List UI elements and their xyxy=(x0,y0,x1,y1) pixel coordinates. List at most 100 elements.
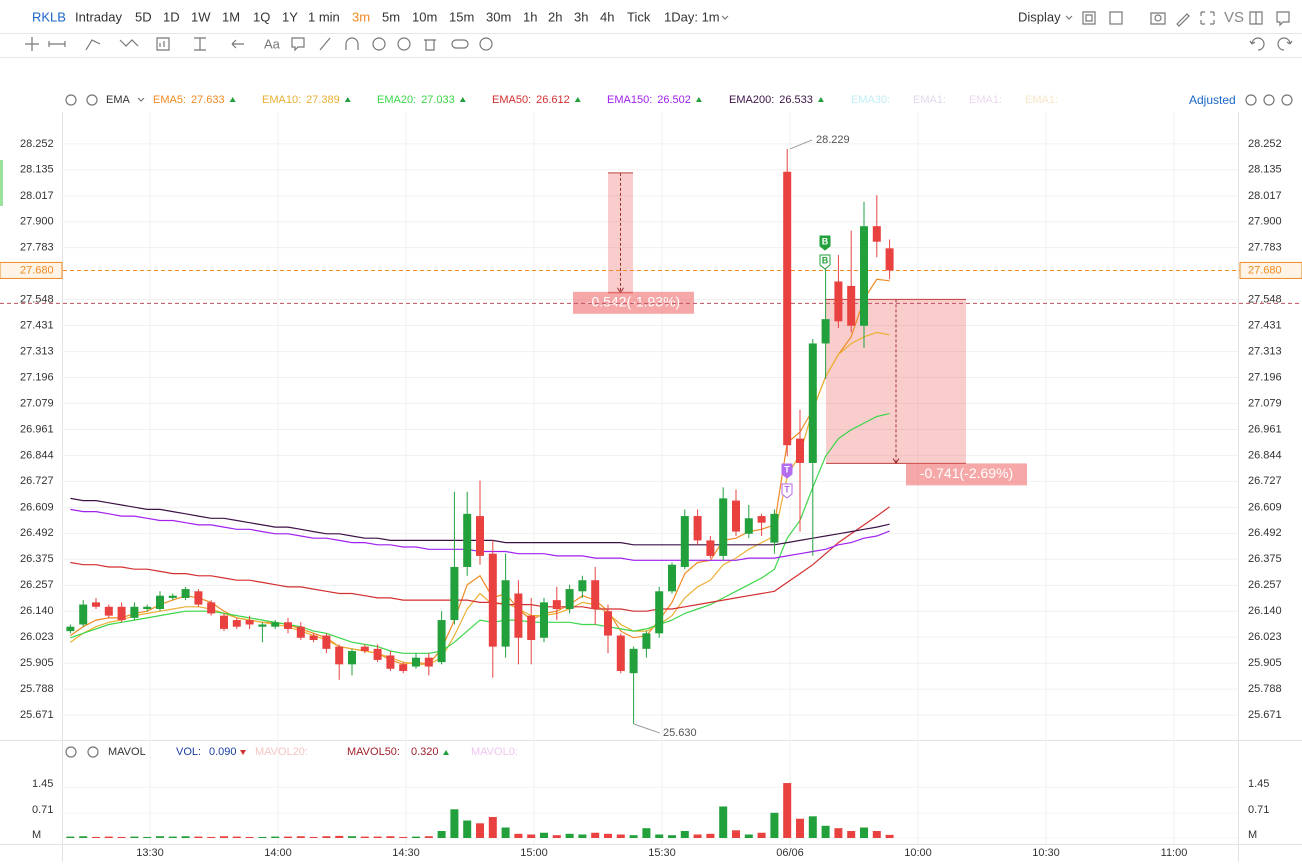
volume-bar xyxy=(220,836,228,838)
candle-body xyxy=(207,602,216,614)
delete-tool[interactable] xyxy=(424,39,436,51)
volume-bar xyxy=(732,830,740,838)
symbol[interactable]: RKLB xyxy=(32,9,66,24)
snapshot-icon[interactable] xyxy=(1150,12,1166,25)
ema-legend-inactive[interactable]: EMA1: xyxy=(969,94,1002,106)
fullscreen-icon[interactable] xyxy=(1200,11,1215,25)
y-tick-label: 28.017 xyxy=(1248,190,1282,202)
candle-body xyxy=(130,606,139,618)
arrow-tool[interactable] xyxy=(231,39,244,49)
ema-legend-inactive[interactable]: EMA1: xyxy=(1025,94,1058,106)
low-leader xyxy=(633,723,661,734)
layout-icon[interactable] xyxy=(1109,11,1123,25)
volume-bar xyxy=(360,836,369,838)
undo[interactable] xyxy=(1249,37,1265,51)
period-button[interactable]: 1W xyxy=(191,9,211,24)
volume-close[interactable] xyxy=(87,746,99,758)
text-tool[interactable]: Aa xyxy=(264,36,281,51)
group-tool[interactable] xyxy=(372,37,386,51)
comment-icon[interactable] xyxy=(1276,11,1290,27)
pane-collapse[interactable] xyxy=(1263,94,1275,106)
trend-tool[interactable] xyxy=(85,39,101,51)
y-tick-label: 27.548 xyxy=(1248,294,1282,306)
period-button[interactable]: 2h xyxy=(548,9,562,24)
indicator-menu[interactable] xyxy=(137,97,145,102)
period-button[interactable]: 5m xyxy=(382,9,400,24)
volume-bar xyxy=(565,833,574,838)
period-button[interactable]: 1D xyxy=(163,9,180,24)
ema-legend-value: 27.389 xyxy=(306,94,340,106)
volume-settings[interactable] xyxy=(65,746,77,758)
period-button[interactable]: 3h xyxy=(574,9,588,24)
note-tool[interactable] xyxy=(291,37,305,52)
book-icon[interactable] xyxy=(1249,11,1263,25)
settings-icon[interactable] xyxy=(1082,11,1096,25)
current-price-box xyxy=(0,261,63,279)
candle-body xyxy=(821,319,830,344)
trend-up-icon xyxy=(574,97,581,102)
candle-body xyxy=(860,226,868,326)
period-button[interactable]: 10m xyxy=(412,9,437,24)
session[interactable]: 1Day: 1m xyxy=(664,9,720,24)
x-tick-label: 14:00 xyxy=(264,847,292,859)
session-menu[interactable] xyxy=(721,15,729,20)
ruler-tool[interactable] xyxy=(319,37,331,51)
y-tick-label: 26.375 xyxy=(1248,553,1282,565)
volume-legend-item: MAVOL xyxy=(108,746,146,758)
volume-legend-item: 0.320 xyxy=(411,746,439,758)
adjust-toggle[interactable]: Adjusted xyxy=(1189,93,1236,107)
y-tick-label: 26.492 xyxy=(20,527,54,539)
drawing-settings[interactable] xyxy=(479,37,493,51)
period-button[interactable]: 1Q xyxy=(253,9,270,24)
redo[interactable] xyxy=(1277,37,1293,51)
volume-bar xyxy=(463,820,472,838)
pane-up[interactable] xyxy=(1245,94,1257,106)
toolbar-icons[interactable] xyxy=(25,11,1293,758)
draw-icon[interactable] xyxy=(1176,13,1190,27)
period-button[interactable]: 15m xyxy=(449,9,474,24)
measure-label-box xyxy=(906,463,1027,486)
period-button[interactable]: 1M xyxy=(222,9,240,24)
volume-bar xyxy=(92,836,100,838)
period-button[interactable]: 4h xyxy=(600,9,614,24)
period-button[interactable]: Intraday xyxy=(75,9,122,24)
candle-body xyxy=(220,615,228,629)
volume-bar xyxy=(655,834,664,838)
move-tool[interactable] xyxy=(25,37,39,51)
wave-tool[interactable] xyxy=(119,39,139,47)
volume-bar xyxy=(642,828,651,838)
ema-legend-inactive[interactable]: EMA30: xyxy=(851,94,890,106)
period-button[interactable]: 3m xyxy=(352,9,370,24)
y-tick-label: 1.45 xyxy=(32,778,53,790)
volume-bar xyxy=(232,836,241,838)
pane-add[interactable] xyxy=(1281,94,1293,106)
volume-bar xyxy=(168,836,177,838)
display-menu[interactable]: Display xyxy=(1018,9,1061,24)
measure-tool[interactable] xyxy=(194,37,206,51)
candle-body xyxy=(463,513,472,567)
y-tick-label: 26.375 xyxy=(20,553,54,565)
display-chevron[interactable] xyxy=(1065,15,1073,20)
magnet-tool[interactable] xyxy=(345,37,359,50)
period-button[interactable]: 30m xyxy=(486,9,511,24)
candle-body xyxy=(872,226,881,242)
y-tick-label: 27.079 xyxy=(20,397,54,409)
ema-legend-inactive[interactable]: EMA1: xyxy=(913,94,946,106)
period-button[interactable]: 1Y xyxy=(282,9,298,24)
hide-tool[interactable] xyxy=(397,37,411,51)
y-tick-label: 26.023 xyxy=(1248,631,1282,643)
period-button[interactable]: Tick xyxy=(627,9,651,24)
indicator-settings[interactable] xyxy=(65,94,77,106)
period-button[interactable]: 1 min xyxy=(308,9,340,24)
period-button[interactable]: 1h xyxy=(523,9,537,24)
chart-tool[interactable] xyxy=(156,37,170,51)
period-button[interactable]: 5D xyxy=(135,9,152,24)
link-tool[interactable] xyxy=(451,39,469,49)
y-tick-label: 27.196 xyxy=(1248,371,1282,383)
candle-body xyxy=(514,593,523,638)
candle-body xyxy=(348,651,356,665)
compare[interactable]: VS xyxy=(1224,9,1244,26)
indicator-close[interactable] xyxy=(86,94,98,106)
line-tool[interactable] xyxy=(48,41,66,47)
